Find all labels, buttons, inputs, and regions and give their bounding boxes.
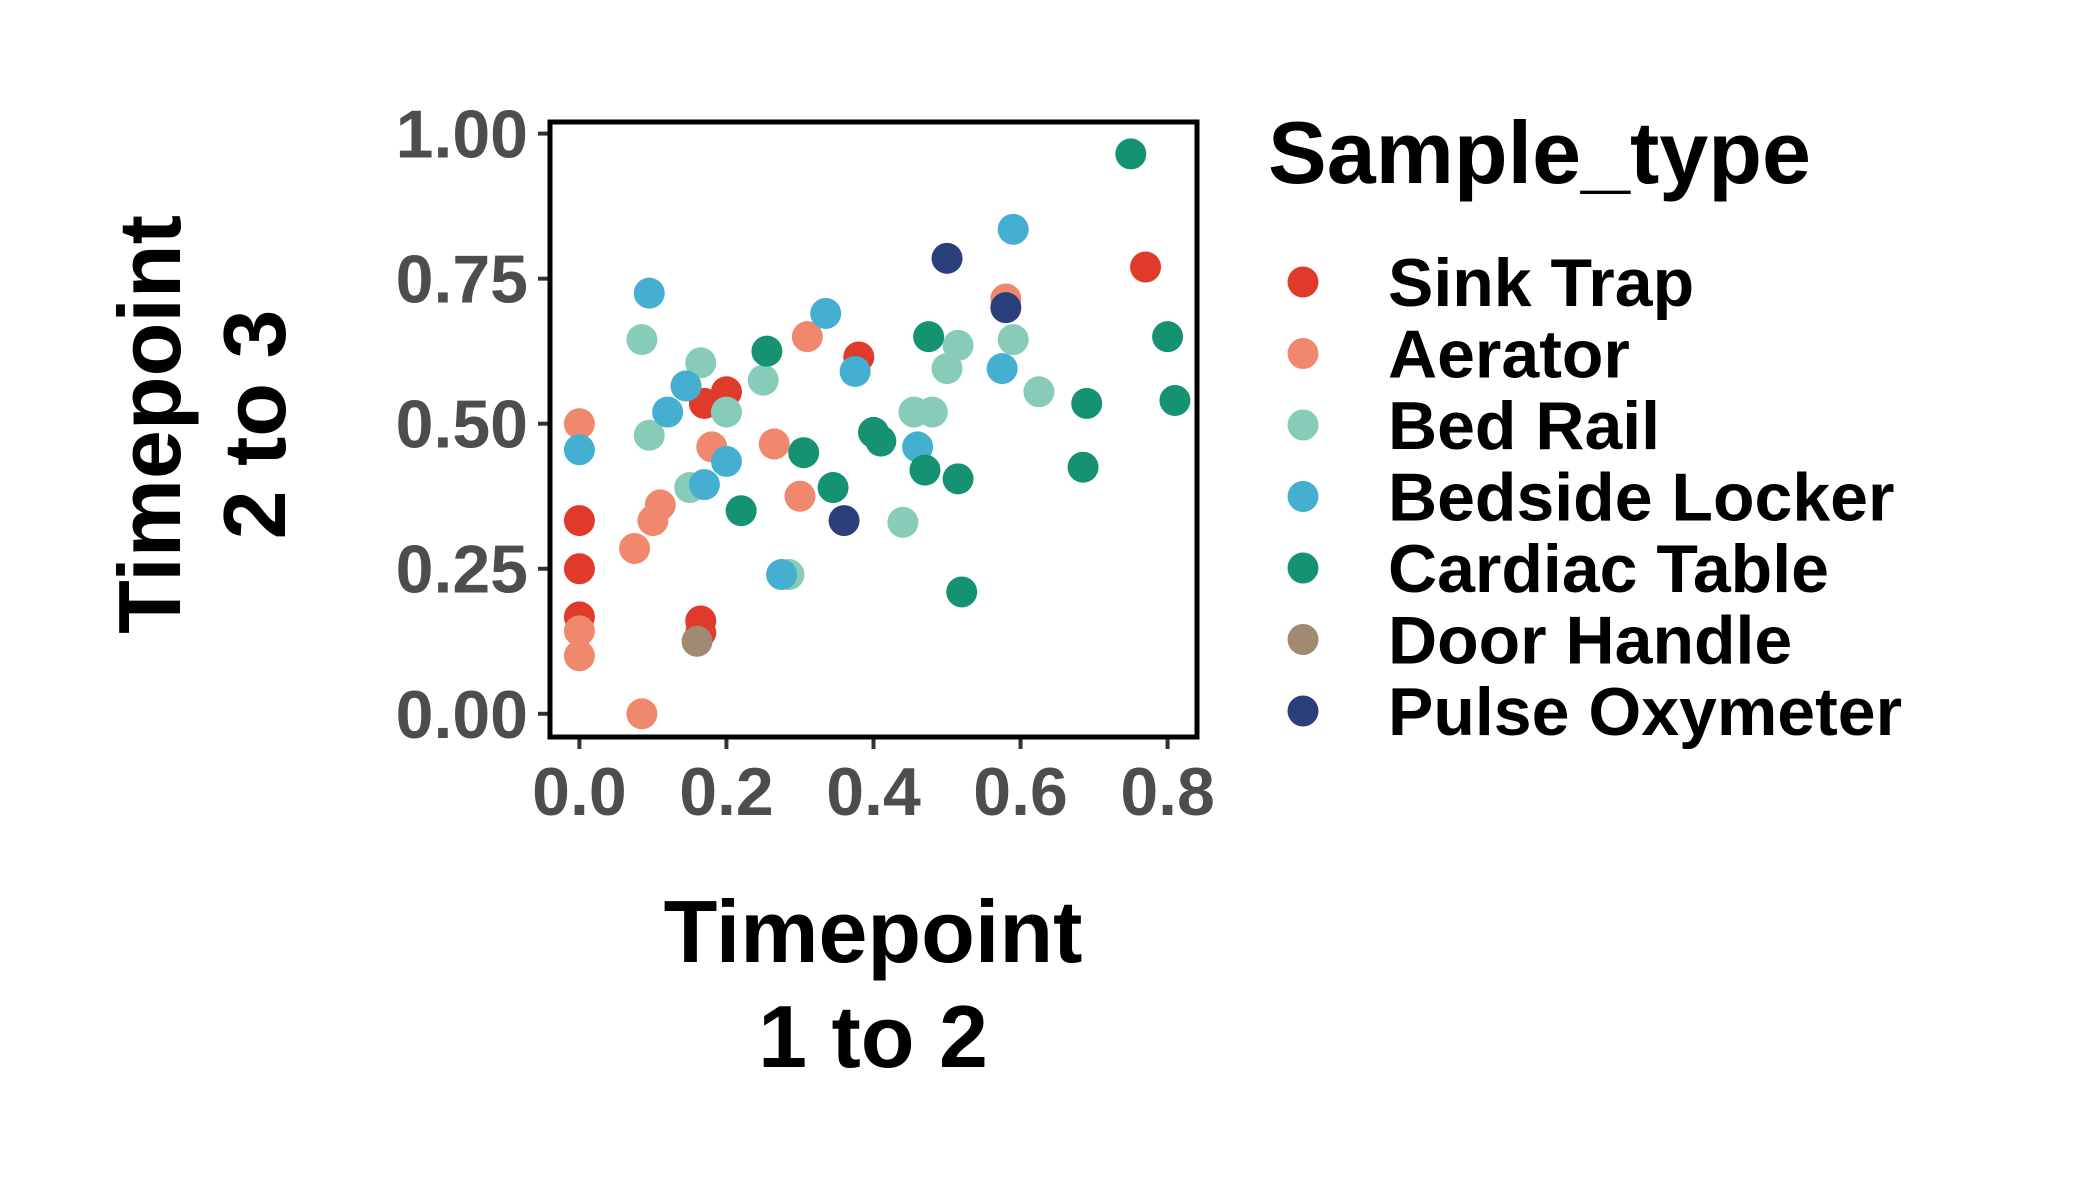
- point-sink-trap: [1130, 251, 1162, 283]
- point-cardiac-table: [817, 472, 849, 504]
- legend-key: [1287, 695, 1319, 727]
- point-cardiac-table: [946, 576, 978, 608]
- legend-label: Sink Trap: [1388, 245, 1694, 321]
- point-aerator: [784, 480, 816, 512]
- y-tick-label: 1.00: [396, 97, 528, 173]
- y-axis-title-line: 2 to 3: [205, 310, 304, 540]
- legend-key: [1287, 624, 1319, 655]
- data-points: [563, 138, 1191, 730]
- legend-key: [1287, 338, 1319, 369]
- point-bedside-locker: [670, 370, 702, 402]
- point-bedside-locker: [633, 277, 665, 309]
- y-tick-label: 0.75: [396, 242, 528, 318]
- legend-key: [1287, 552, 1319, 584]
- x-tick-label: 0.0: [532, 754, 627, 830]
- point-bedside-locker: [766, 559, 798, 591]
- point-bedside-locker: [652, 396, 684, 428]
- point-bed-rail: [942, 329, 974, 361]
- point-cardiac-table: [1152, 321, 1184, 353]
- point-sink-trap: [563, 505, 595, 537]
- y-tick-label: 0.25: [396, 532, 528, 608]
- point-cardiac-table: [1159, 384, 1191, 416]
- point-bedside-locker: [997, 213, 1029, 245]
- legend-label: Cardiac Table: [1388, 531, 1829, 607]
- x-tick-label: 0.2: [679, 754, 774, 830]
- axis-ticks: 0.0 0.2 0.4 0.6 0.8 0.00 0.25 0.50 0.75 1.00: [396, 97, 1215, 830]
- point-cardiac-table: [751, 335, 783, 367]
- point-pulse-oxymeter: [931, 242, 963, 274]
- point-aerator: [644, 489, 676, 521]
- point-bedside-locker: [839, 355, 871, 387]
- point-pulse-oxymeter: [828, 505, 860, 537]
- point-bedside-locker: [688, 469, 720, 501]
- legend-key: [1287, 481, 1319, 512]
- x-tick-label: 0.4: [826, 754, 921, 830]
- point-door-handle: [681, 625, 713, 657]
- legend-title: Sample_type: [1268, 103, 1811, 202]
- point-bed-rail: [685, 347, 717, 379]
- legend-label: Aerator: [1388, 317, 1630, 393]
- x-axis-title-line: Timepoint: [664, 882, 1083, 981]
- point-bed-rail: [931, 353, 963, 385]
- point-cardiac-table: [1067, 451, 1099, 483]
- point-cardiac-table: [1115, 138, 1147, 170]
- point-bed-rail: [997, 324, 1029, 356]
- point-bed-rail: [1023, 376, 1055, 408]
- point-bedside-locker: [563, 434, 595, 466]
- point-bed-rail: [916, 396, 948, 428]
- point-aerator: [758, 428, 790, 460]
- point-aerator: [563, 408, 595, 440]
- point-bed-rail: [633, 419, 665, 451]
- legend-key: [1287, 266, 1319, 298]
- point-bedside-locker: [810, 297, 842, 329]
- point-aerator: [563, 640, 595, 672]
- point-aerator: [626, 698, 658, 730]
- point-bed-rail: [626, 324, 658, 356]
- point-cardiac-table: [913, 321, 945, 353]
- y-axis-title: Timepoint 2 to 3: [100, 215, 304, 634]
- legend-label: Pulse Oxymeter: [1388, 674, 1902, 750]
- point-cardiac-table: [725, 495, 757, 527]
- plot-panel-border: [547, 119, 1200, 740]
- point-cardiac-table: [942, 463, 974, 495]
- point-bed-rail: [887, 506, 919, 538]
- point-aerator: [791, 321, 823, 353]
- x-tick-label: 0.8: [1120, 754, 1215, 830]
- point-bed-rail: [747, 364, 779, 396]
- point-cardiac-table: [909, 454, 941, 486]
- legend-label: Bed Rail: [1388, 388, 1660, 464]
- point-aerator: [619, 532, 651, 564]
- point-pulse-oxymeter: [990, 292, 1022, 324]
- y-tick-label: 0.50: [396, 387, 528, 463]
- legend-key: [1287, 409, 1319, 441]
- point-bed-rail: [710, 396, 742, 428]
- point-sink-trap: [563, 553, 595, 585]
- point-cardiac-table: [788, 437, 820, 469]
- point-aerator: [563, 615, 595, 647]
- point-bedside-locker: [710, 445, 742, 477]
- y-tick-label: 0.00: [396, 677, 528, 753]
- point-bedside-locker: [986, 353, 1018, 385]
- y-axis-title-line: Timepoint: [100, 215, 199, 634]
- legend-label: Door Handle: [1388, 603, 1792, 679]
- legend-label: Bedside Locker: [1388, 460, 1894, 536]
- x-tick-label: 0.6: [973, 754, 1068, 830]
- point-cardiac-table: [865, 425, 897, 457]
- x-axis-title-line: 1 to 2: [758, 987, 988, 1086]
- point-cardiac-table: [1071, 387, 1103, 419]
